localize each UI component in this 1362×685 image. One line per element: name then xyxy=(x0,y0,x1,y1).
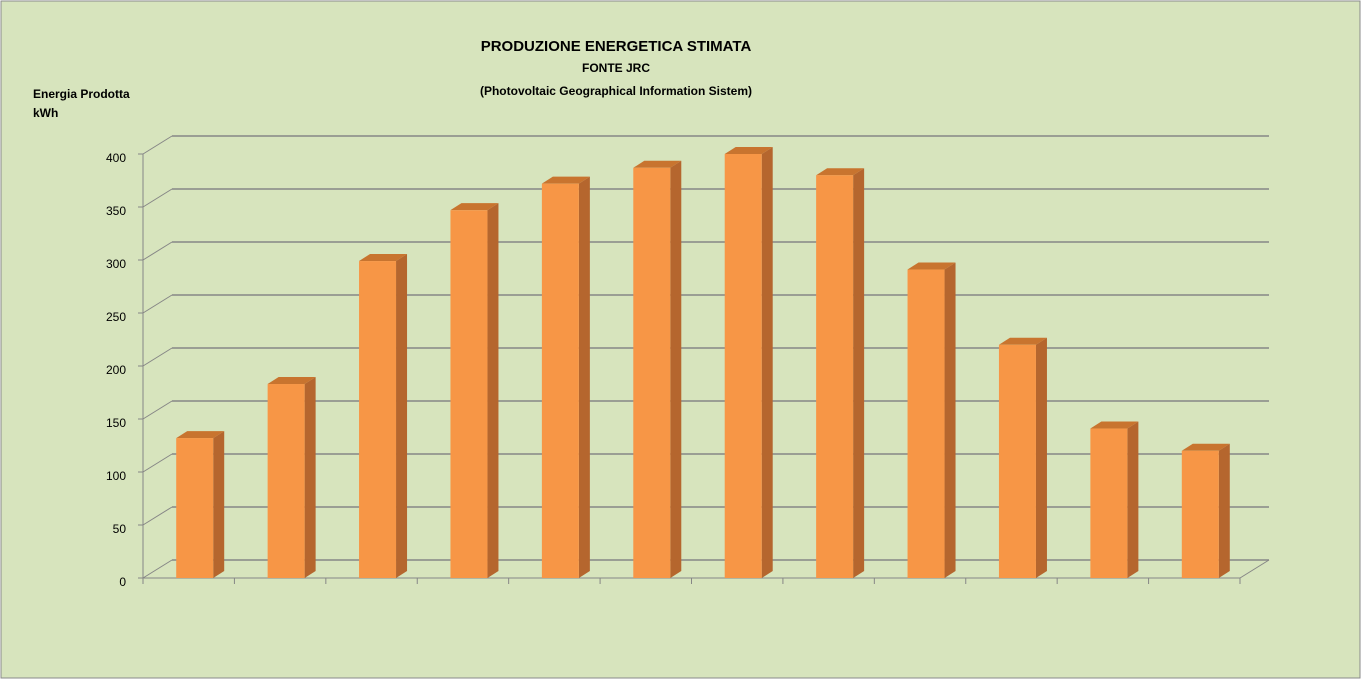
bar xyxy=(267,384,305,578)
bar xyxy=(450,210,488,578)
bar-side xyxy=(213,431,225,578)
chart-subtitle: FONTE JRC xyxy=(582,61,650,75)
bar-side xyxy=(578,176,590,578)
bar-top xyxy=(450,203,499,211)
bar xyxy=(907,269,945,578)
bar-side xyxy=(670,160,682,578)
bar xyxy=(1090,428,1128,578)
bar-side xyxy=(761,147,773,578)
y-tick-label: 0 xyxy=(119,575,126,589)
grid-line-side xyxy=(142,135,173,155)
y-tick-label: 400 xyxy=(106,151,126,165)
bar xyxy=(816,175,854,578)
x-axis-depth xyxy=(1239,559,1270,579)
y-tick-label: 300 xyxy=(106,257,126,271)
bar xyxy=(176,438,214,578)
bar-top xyxy=(1181,443,1230,451)
grid-line-side xyxy=(142,347,173,367)
bar xyxy=(998,344,1036,578)
bar xyxy=(1181,450,1219,578)
bar xyxy=(633,167,671,578)
bar-top xyxy=(998,337,1047,345)
grid-line-side xyxy=(142,453,173,473)
grid-line-side xyxy=(142,506,173,526)
bar-top xyxy=(816,168,865,176)
grid-line-side xyxy=(142,294,173,314)
bar-top xyxy=(724,147,773,154)
bar xyxy=(541,183,579,578)
bar-top xyxy=(1090,421,1139,429)
y-tick-label: 250 xyxy=(106,310,126,324)
bar-side xyxy=(944,262,956,578)
bar-top xyxy=(359,254,408,262)
grid-line-side xyxy=(142,400,173,420)
y-axis-label: Energia Prodotta xyxy=(33,87,130,101)
y-axis-unit: kWh xyxy=(33,106,58,120)
bar-top xyxy=(267,377,316,385)
y-tick-label: 350 xyxy=(106,204,126,218)
chart-title: PRODUZIONE ENERGETICA STIMATA xyxy=(481,38,752,55)
y-tick-label: 150 xyxy=(106,416,126,430)
grid-line-side xyxy=(142,241,173,261)
bar-side xyxy=(1218,443,1230,578)
bar-side xyxy=(396,254,408,578)
bar-top xyxy=(907,262,956,270)
y-tick-label: 100 xyxy=(106,469,126,483)
grid-line-side xyxy=(142,188,173,208)
bar xyxy=(359,261,397,578)
bar-top xyxy=(633,160,682,168)
y-tick-label: 200 xyxy=(106,363,126,377)
bar-side xyxy=(487,203,499,578)
bar-side xyxy=(1035,337,1047,578)
bar xyxy=(724,154,762,578)
bar-top xyxy=(176,431,225,439)
bar-top xyxy=(541,176,590,184)
y-tick-label: 50 xyxy=(113,522,127,536)
bar-side xyxy=(304,377,316,578)
grid-line-side xyxy=(142,559,173,579)
bar-side xyxy=(1127,421,1139,578)
chart-source: (Photovoltaic Geographical Information S… xyxy=(480,84,752,98)
bar-side xyxy=(853,168,865,578)
